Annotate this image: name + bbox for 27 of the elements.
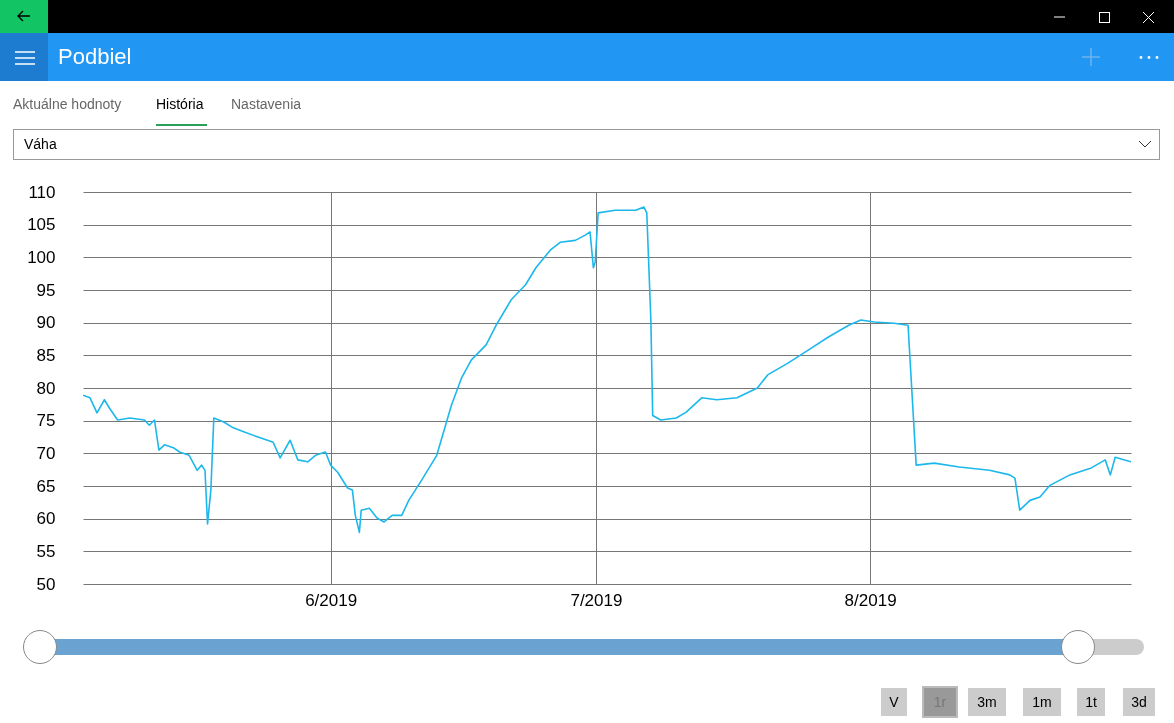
text: 3d (1123, 688, 1155, 716)
text: História (156, 96, 204, 112)
y-tick-label: 50 (36, 574, 56, 594)
chart-subtitle: Váha (24, 136, 57, 152)
text: 3m (968, 688, 1006, 716)
x-tick-label: 7/2019 (570, 590, 623, 610)
x-tick-label: 6/2019 (305, 590, 358, 610)
text: V (881, 688, 907, 716)
y-tick-label: 70 (36, 443, 56, 463)
line-series (83, 206, 1131, 534)
y-tick-label: 105 (27, 215, 56, 235)
y-tick-label: 85 (36, 345, 56, 365)
y-tick-label: 110 (28, 182, 56, 202)
chart-title: Podbiel (58, 44, 132, 70)
y-tick-label: 75 (36, 411, 56, 431)
y-tick-label: 80 (36, 378, 56, 398)
y-tick-label: 95 (36, 280, 56, 300)
y-tick-label: 65 (36, 476, 56, 496)
y-tick-label: 60 (36, 509, 56, 529)
text: Aktuálne hodnoty (13, 96, 122, 112)
y-tick-label: 55 (36, 541, 56, 561)
x-tick-label: 8/2019 (844, 590, 897, 610)
text: 1t (1077, 688, 1105, 716)
y-tick-label: 100 (27, 247, 56, 267)
y-tick-label: 90 (36, 313, 56, 333)
text: 1m (1023, 688, 1061, 716)
text: Nastavenia (231, 96, 302, 112)
